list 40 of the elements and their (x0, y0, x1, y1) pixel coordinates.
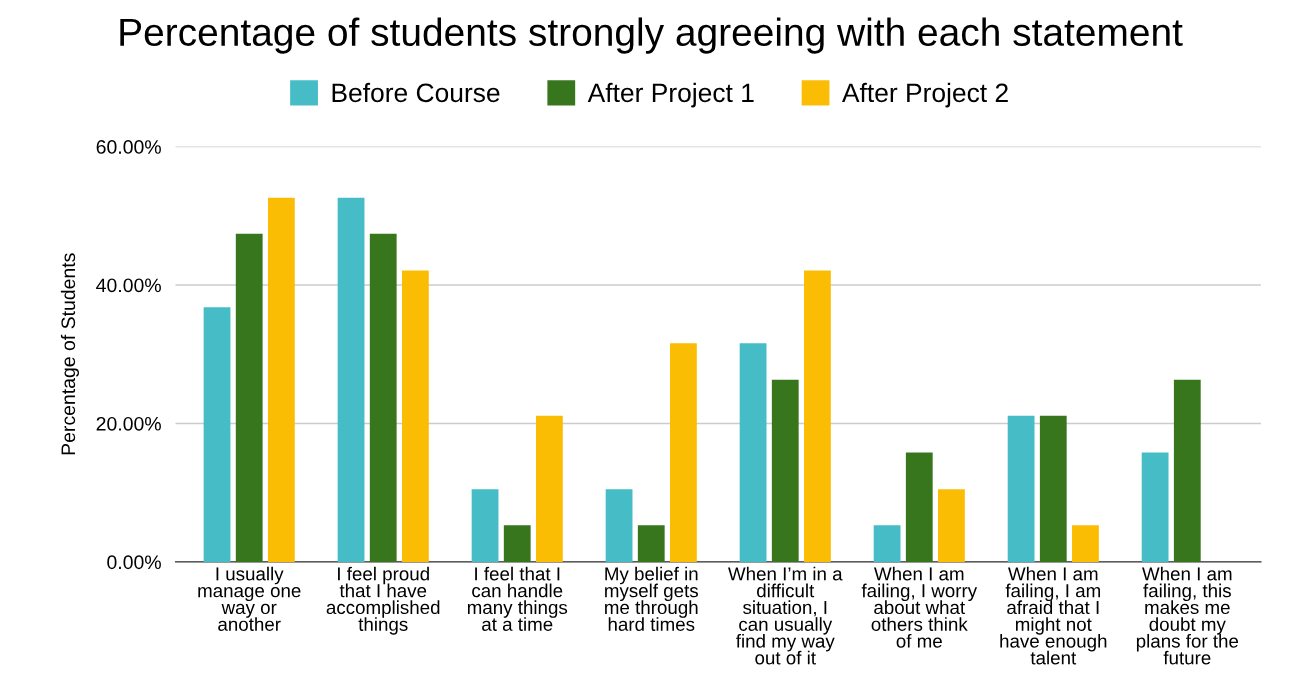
bar (905, 452, 933, 562)
bar (369, 233, 397, 562)
y-axis-title: Percentage of Students (60, 253, 79, 455)
y-tick-label: 40.00% (96, 278, 161, 293)
chart-title: Percentage of students strongly agreeing with each statement (120, 17, 1183, 54)
x-tick-label: When I am failing, this makes me doubt my plans for the future (1136, 566, 1239, 665)
bar (503, 525, 531, 562)
y-tick-label: 20.00% (96, 416, 161, 431)
bar (670, 343, 697, 562)
bar (1039, 415, 1067, 562)
y-tick-label: 60.00% (96, 140, 161, 154)
x-tick-label: When I am failing, I am afraid that I might not have enough talent (1000, 566, 1107, 665)
bar (1141, 452, 1169, 562)
bar (535, 415, 563, 562)
y-tick-label: 0.00% (107, 555, 161, 570)
bar (471, 489, 499, 562)
legend-label: Before Course (332, 82, 500, 103)
bar (1173, 379, 1201, 562)
x-tick-label: I usually manage one way or another (198, 566, 301, 631)
bar (203, 307, 231, 562)
bar (605, 489, 633, 562)
bar (938, 489, 965, 562)
bar (739, 343, 767, 562)
bar (337, 197, 365, 562)
bar (637, 525, 665, 562)
legend-label: After Project 2 (842, 82, 1008, 108)
x-tick-label: I feel that I can handle many things at a time (467, 566, 568, 631)
bar (267, 197, 295, 562)
x-tick-label: My belief in myself gets me through hard times (605, 566, 698, 631)
x-tick-label: When I’m in a difficult situation, I can usually find my way out of it (728, 566, 843, 665)
bar (401, 270, 429, 562)
bar (1072, 525, 1099, 562)
bar (804, 270, 831, 562)
x-tick-label: I feel proud that I have accomplished things (326, 566, 440, 635)
x-tick-label: When I am failing, I worry about what others think of me (861, 566, 978, 648)
bar (873, 525, 901, 562)
bar (771, 379, 799, 562)
bar (235, 233, 263, 562)
legend-label: After Project 1 (587, 82, 754, 108)
bar (1007, 415, 1035, 562)
